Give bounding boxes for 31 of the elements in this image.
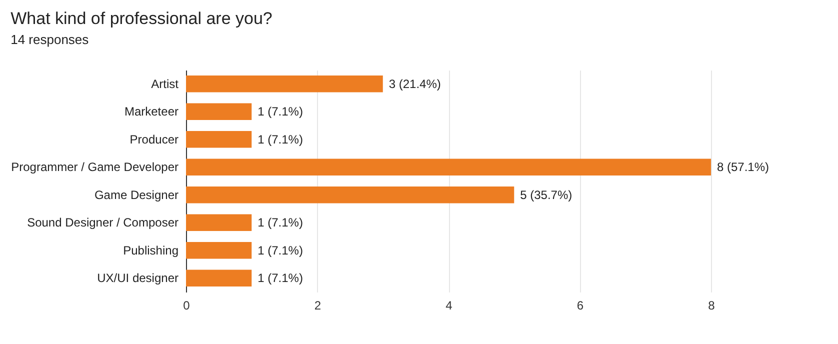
y-tick-label: Game Designer	[94, 188, 178, 202]
bar	[186, 76, 383, 92]
y-tick-label: Artist	[151, 76, 180, 91]
data-label: 1 (7.1%)	[258, 216, 303, 230]
bar	[186, 242, 252, 259]
x-tick-label: 0	[183, 298, 190, 312]
x-tick-label: 6	[576, 298, 584, 312]
bar	[186, 158, 711, 176]
data-label: 8 (57.1%)	[717, 160, 770, 174]
y-tick-label: Producer	[130, 132, 178, 146]
chart-title: What kind of professional are you?	[10, 9, 272, 28]
data-label: 3 (21.4%)	[388, 76, 441, 91]
y-tick-label: UX/UI designer	[97, 271, 178, 286]
data-label: 1 (7.1%)	[258, 104, 303, 119]
y-tick-label: Publishing	[123, 243, 178, 258]
y-tick-label: Sound Designer / Composer	[27, 216, 178, 230]
bar	[186, 186, 514, 204]
text: 14 responses	[10, 32, 90, 47]
data-label: 1 (7.1%)	[258, 271, 303, 286]
bar	[186, 131, 252, 148]
bar	[186, 103, 252, 120]
data-label: 1 (7.1%)	[258, 243, 303, 258]
bar	[186, 214, 252, 231]
x-tick-label: 2	[314, 298, 322, 312]
x-tick-label: 8	[708, 298, 716, 312]
y-tick-label: Programmer / Game Developer	[11, 160, 179, 174]
x-tick-label: 4	[446, 298, 453, 312]
y-tick-label: Marketeer	[124, 104, 178, 119]
data-label: 1 (7.1%)	[258, 132, 303, 146]
bar	[186, 270, 252, 286]
data-label: 5 (35.7%)	[520, 188, 572, 202]
